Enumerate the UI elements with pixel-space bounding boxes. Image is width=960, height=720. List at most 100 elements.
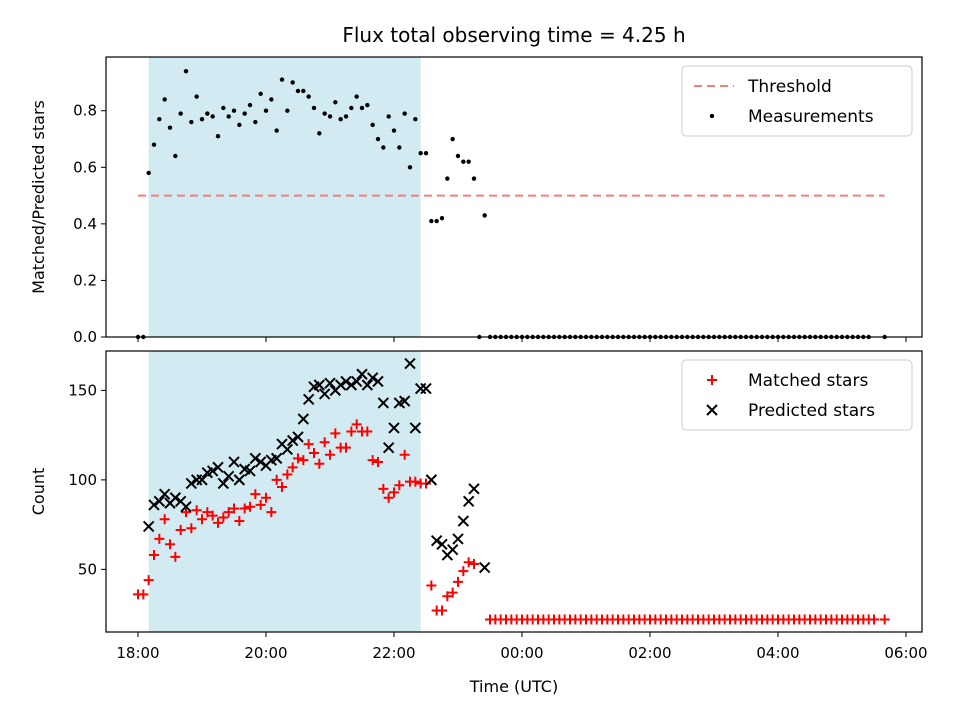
data-point (167, 125, 173, 130)
data-point (277, 482, 287, 493)
data-point (149, 550, 159, 561)
y-tick-label: 150 (68, 381, 97, 399)
data-point (170, 551, 181, 562)
data-point (138, 589, 149, 600)
data-point (434, 218, 439, 224)
data-point (213, 517, 223, 528)
data-point (327, 114, 333, 119)
data-point (334, 379, 347, 391)
data-point (254, 456, 267, 468)
data-point (375, 136, 381, 142)
data-point (292, 431, 304, 443)
y-tick-label: 0.0 (73, 328, 97, 346)
data-point (309, 448, 319, 459)
data-point (389, 487, 399, 498)
top-panel-x-ticks (137, 337, 907, 342)
bottom-panel-x-ticks: 18:00 20:00 22:00 00:00 02:00 04:00 06:00 (116, 632, 928, 662)
data-point (148, 499, 160, 511)
data-point (377, 397, 390, 409)
predicted-stars-series (142, 357, 491, 574)
data-point (158, 488, 171, 500)
data-point (453, 576, 463, 587)
y-tick-label: 0.2 (73, 271, 97, 289)
data-point (404, 357, 416, 370)
data-point (261, 492, 271, 503)
data-point (263, 108, 269, 113)
data-point (349, 105, 354, 111)
data-point (426, 580, 437, 591)
data-point (317, 131, 322, 136)
data-point (302, 393, 315, 406)
data-point (295, 88, 301, 94)
data-point (303, 439, 314, 450)
data-point (180, 501, 192, 513)
data-point (452, 533, 464, 545)
data-point (391, 128, 397, 133)
bottom-panel-y-ticks: 50 100 150 (68, 381, 106, 578)
data-point (178, 111, 183, 116)
data-point (206, 465, 219, 477)
x-tick-label: 00:00 (500, 644, 543, 662)
data-point (197, 514, 207, 525)
chart-title: Flux total observing time = 4.25 h (342, 23, 685, 47)
data-point (282, 469, 293, 480)
data-point (297, 413, 310, 425)
observing-window-shade (148, 351, 421, 632)
bottom-panel-marks (133, 357, 890, 625)
legend-box (681, 359, 913, 431)
data-point (324, 377, 336, 389)
observing-window-shade (148, 57, 421, 337)
data-point (234, 516, 245, 527)
data-point (341, 442, 351, 453)
data-point (447, 587, 458, 598)
data-point (183, 68, 189, 74)
data-point (445, 176, 450, 181)
data-point (402, 111, 407, 116)
bottom-panel-y-axis-label: Count (29, 468, 48, 516)
x-tick-label: 02:00 (628, 644, 671, 662)
data-point (366, 372, 379, 384)
data-point (407, 165, 413, 170)
data-point (439, 216, 445, 221)
data-point (226, 114, 231, 119)
data-point (354, 94, 359, 99)
data-point (370, 122, 375, 128)
data-point (383, 492, 394, 503)
data-point (469, 558, 479, 569)
data-point (322, 111, 327, 116)
data-point (293, 453, 303, 464)
data-point (351, 419, 362, 430)
data-point (175, 524, 186, 535)
data-point (378, 483, 389, 494)
legend-swatch (707, 375, 717, 385)
data-point (362, 426, 373, 437)
top-panel-y-axis-label: Matched/Predicted stars (29, 100, 48, 294)
data-point (314, 458, 325, 469)
data-point (879, 614, 890, 625)
data-point (233, 474, 246, 486)
data-point (381, 145, 386, 150)
legend-label: Matched stars (748, 371, 868, 391)
data-point (258, 91, 263, 96)
data-point (410, 476, 421, 487)
x-tick-label: 22:00 (372, 644, 415, 662)
y-tick-label: 0.6 (73, 158, 97, 176)
data-point (311, 105, 317, 111)
data-point (205, 111, 210, 116)
data-point (388, 422, 400, 434)
data-point (399, 449, 410, 460)
data-point (345, 379, 358, 391)
data-point (169, 492, 182, 504)
data-point (420, 382, 432, 395)
data-point (185, 477, 198, 490)
data-point (143, 575, 154, 586)
data-point (463, 557, 474, 568)
data-point (301, 88, 306, 94)
data-point (343, 114, 349, 119)
data-point (450, 136, 455, 142)
data-point (455, 153, 461, 159)
data-point (413, 117, 418, 122)
x-tick-label: 04:00 (756, 644, 799, 662)
data-point (338, 117, 343, 122)
